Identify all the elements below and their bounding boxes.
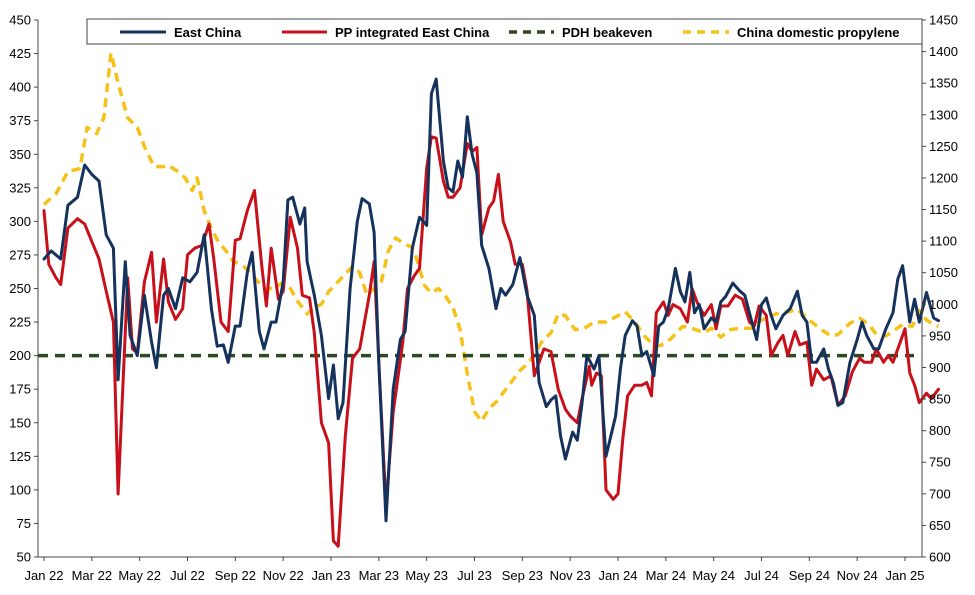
left-tick-label: 125	[9, 449, 31, 464]
x-tick-label: Sep 22	[215, 568, 256, 583]
right-tick-label: 800	[929, 423, 951, 438]
left-tick-label: 275	[9, 247, 31, 262]
x-axis-ticks: Jan 22 Mar 22 May 22 Jul 22 Sep 22 Nov 22 Jan …	[24, 557, 925, 583]
left-tick-label: 175	[9, 382, 31, 397]
right-tick-label: 1350	[929, 76, 958, 91]
left-tick-label: 100	[9, 482, 31, 497]
left-tick-label: 325	[9, 180, 31, 195]
x-tick-label: Jan 22	[24, 568, 63, 583]
x-tick-label: Sep 24	[789, 568, 830, 583]
legend-box	[86, 18, 923, 45]
left-tick-label: 375	[9, 113, 31, 128]
right-tick-label: 1000	[929, 297, 958, 312]
right-tick-label: 600	[929, 550, 951, 565]
legend-label: East China	[174, 25, 242, 40]
series-layer	[38, 51, 940, 548]
right-tick-label: 1050	[929, 265, 958, 280]
x-tick-label: Mar 24	[646, 568, 686, 583]
right-tick-label: 1450	[929, 13, 958, 28]
left-tick-label: 75	[17, 516, 31, 531]
x-tick-label: Jul 23	[457, 568, 492, 583]
legend-label: China domestic propylene	[737, 25, 900, 40]
left-tick-label: 300	[9, 214, 31, 229]
right-tick-label: 850	[929, 392, 951, 407]
left-tick-label: 225	[9, 315, 31, 330]
right-tick-label: 950	[929, 328, 951, 343]
right-tick-label: 1400	[929, 44, 958, 59]
right-tick-label: 1250	[929, 139, 958, 154]
right-tick-label: 1150	[929, 202, 957, 217]
left-tick-label: 250	[9, 281, 31, 296]
series-line-china-domestic-propylene	[42, 51, 940, 423]
series-line-pp-integrated-east-china	[42, 135, 940, 548]
x-tick-label: Nov 24	[837, 568, 878, 583]
left-axis-ticks: 50 75 100 125 150 175 200 225 250 275 300 325 350 375…	[9, 13, 38, 565]
legend-label: PP integrated East China	[335, 25, 490, 40]
x-tick-label: Jan 25	[885, 568, 924, 583]
x-tick-label: Nov 23	[550, 568, 591, 583]
right-tick-label: 650	[929, 518, 951, 533]
right-tick-label: 750	[929, 455, 951, 470]
left-tick-label: 200	[9, 348, 31, 363]
right-tick-label: 1300	[929, 107, 958, 122]
right-tick-label: 1100	[929, 234, 957, 249]
x-tick-label: Mar 22	[72, 568, 112, 583]
right-tick-label: 900	[929, 360, 951, 375]
left-tick-label: 150	[9, 415, 31, 430]
x-tick-label: Mar 23	[359, 568, 399, 583]
series-line-east-china	[42, 77, 940, 523]
left-tick-label: 400	[9, 80, 31, 95]
left-tick-label: 50	[17, 550, 31, 565]
left-tick-label: 425	[9, 46, 31, 61]
right-tick-label: 700	[929, 486, 951, 501]
x-tick-label: Jan 23	[311, 568, 350, 583]
x-tick-label: Jul 22	[170, 568, 205, 583]
legend-label: PDH beakeven	[562, 25, 652, 40]
x-tick-label: Jan 24	[598, 568, 637, 583]
legend: East China PP integrated East China PDH be…	[86, 18, 923, 45]
left-tick-label: 450	[9, 13, 31, 28]
x-tick-label: Jul 24	[744, 568, 779, 583]
axes	[37, 20, 923, 558]
right-tick-label: 1200	[929, 170, 958, 185]
x-tick-label: May 22	[118, 568, 161, 583]
x-tick-label: May 23	[405, 568, 448, 583]
x-tick-label: Sep 23	[502, 568, 543, 583]
x-tick-label: May 24	[692, 568, 735, 583]
x-tick-label: Nov 22	[263, 568, 304, 583]
left-tick-label: 350	[9, 147, 31, 162]
right-axis-ticks: 600 650 700 750 800 850 900 950 1000 1050 1100 1150…	[922, 13, 958, 565]
